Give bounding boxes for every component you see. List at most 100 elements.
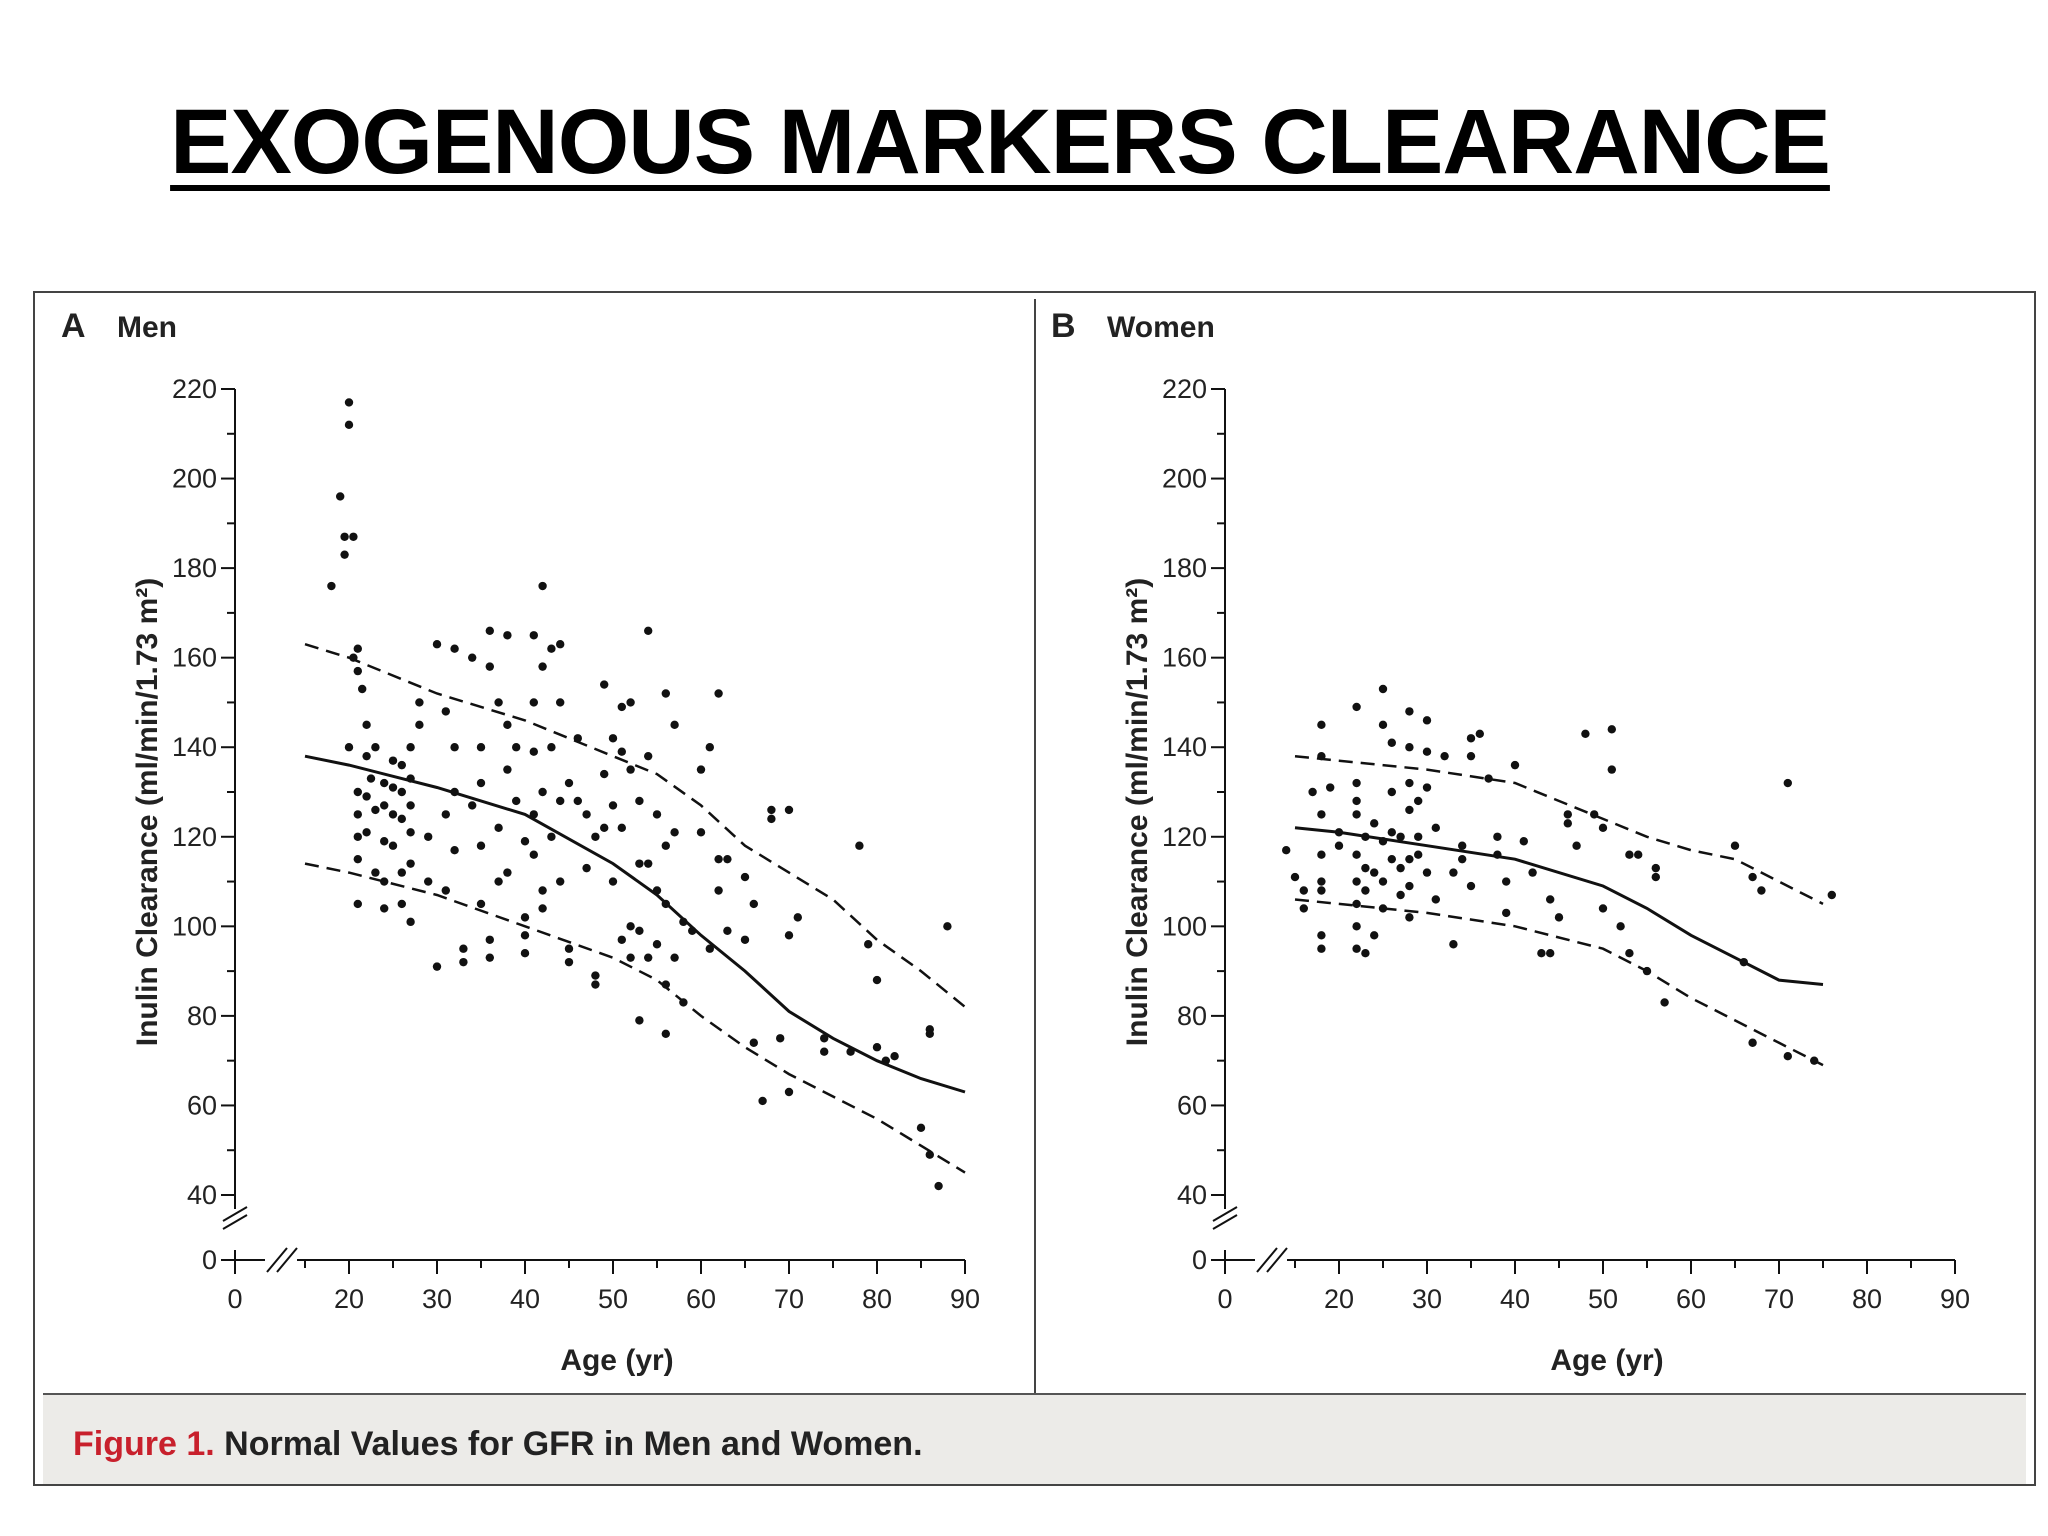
data-point bbox=[705, 944, 714, 953]
data-point bbox=[1352, 778, 1361, 788]
data-point bbox=[503, 765, 512, 774]
data-point bbox=[1317, 886, 1326, 895]
data-point bbox=[340, 550, 349, 559]
data-point bbox=[1405, 854, 1414, 864]
figure-frame: A Men 0 40 60 80 100 120 140 160 180 200 220 0 20 30 40 5… bbox=[33, 291, 2036, 1486]
y-tick-label: 60 bbox=[187, 1090, 217, 1120]
data-point bbox=[371, 868, 380, 877]
data-point bbox=[503, 720, 512, 730]
y-tick-label: 60 bbox=[1177, 1090, 1207, 1120]
data-point bbox=[1484, 774, 1493, 783]
data-point bbox=[1361, 949, 1370, 958]
data-point bbox=[1502, 908, 1511, 918]
data-point bbox=[1651, 863, 1660, 873]
data-point bbox=[353, 854, 362, 864]
data-point bbox=[591, 971, 600, 980]
x-tick-label: 90 bbox=[950, 1284, 980, 1314]
y-tick-label: 100 bbox=[1162, 911, 1207, 941]
y-tick-label: 100 bbox=[172, 911, 217, 941]
upper-line bbox=[1294, 754, 1824, 906]
y-tick-label: 200 bbox=[172, 464, 217, 494]
y-tick-label: 180 bbox=[172, 553, 217, 583]
data-point bbox=[820, 1047, 829, 1056]
data-point bbox=[749, 1038, 758, 1047]
x-axis-label: Age (yr) bbox=[560, 1344, 673, 1377]
data-point bbox=[740, 872, 750, 882]
data-point bbox=[556, 640, 565, 649]
data-point bbox=[547, 832, 556, 841]
y-tick-label: 220 bbox=[1162, 374, 1207, 404]
data-point bbox=[459, 957, 468, 967]
caption-band: Figure 1. Normal Values for GFR in Men a… bbox=[43, 1393, 2026, 1484]
upper-line bbox=[304, 643, 966, 1008]
data-point bbox=[1607, 765, 1616, 774]
data-point bbox=[380, 904, 389, 913]
y-tick-label: 140 bbox=[1162, 732, 1207, 762]
data-point bbox=[1378, 684, 1388, 694]
data-point bbox=[635, 796, 644, 806]
data-point bbox=[784, 1087, 794, 1097]
data-point bbox=[1352, 850, 1361, 859]
data-point bbox=[1607, 725, 1616, 734]
data-point bbox=[872, 1043, 882, 1052]
y-tick-label: 0 bbox=[1192, 1245, 1207, 1275]
data-point bbox=[538, 581, 547, 591]
y-tick-label: 40 bbox=[187, 1180, 217, 1210]
data-point bbox=[344, 420, 354, 430]
x-tick-label: 60 bbox=[1676, 1284, 1706, 1314]
data-point bbox=[353, 787, 362, 797]
data-point bbox=[1783, 1051, 1792, 1061]
slide-title: EXOGENOUS MARKERS CLEARANCE bbox=[0, 90, 2000, 195]
data-point bbox=[476, 841, 486, 850]
data-point bbox=[864, 940, 873, 949]
data-point bbox=[644, 953, 653, 962]
data-point bbox=[1405, 707, 1414, 716]
x-tick-label: 70 bbox=[1764, 1284, 1794, 1314]
data-point bbox=[1414, 832, 1423, 841]
data-point bbox=[397, 760, 406, 770]
data-point bbox=[520, 931, 530, 940]
data-point bbox=[1352, 796, 1361, 806]
data-point bbox=[670, 828, 679, 837]
data-point bbox=[943, 922, 952, 931]
x-tick-label: 0 bbox=[1217, 1284, 1232, 1314]
data-point bbox=[1598, 904, 1608, 913]
data-point bbox=[1616, 922, 1625, 931]
figure-caption: Figure 1. Normal Values for GFR in Men a… bbox=[73, 1425, 923, 1464]
data-point bbox=[380, 801, 389, 810]
y-axis-label: Inulin Clearance (ml/min/1.73 m²) bbox=[131, 578, 164, 1046]
figure-caption-label: Figure 1. bbox=[73, 1425, 215, 1463]
data-point bbox=[380, 837, 389, 846]
data-point bbox=[388, 783, 398, 792]
data-point bbox=[538, 886, 547, 895]
data-point bbox=[529, 747, 538, 756]
data-point bbox=[1422, 868, 1432, 877]
x-tick-label: 80 bbox=[1852, 1284, 1882, 1314]
data-point bbox=[468, 801, 477, 810]
data-point bbox=[450, 846, 459, 855]
panel-name: Women bbox=[1107, 311, 1215, 344]
data-point bbox=[512, 743, 521, 752]
data-point bbox=[793, 913, 802, 922]
data-point bbox=[776, 1034, 785, 1043]
data-point bbox=[353, 832, 362, 841]
data-point bbox=[626, 953, 635, 962]
data-point bbox=[1651, 872, 1660, 882]
data-point bbox=[696, 828, 706, 837]
y-tick-label: 120 bbox=[1162, 822, 1207, 852]
data-point bbox=[1396, 863, 1405, 873]
figure-caption-text: Normal Values for GFR in Men and Women. bbox=[224, 1425, 923, 1463]
data-point bbox=[600, 823, 609, 833]
data-point bbox=[529, 698, 538, 707]
data-point bbox=[441, 707, 450, 716]
data-point bbox=[740, 935, 750, 944]
data-point bbox=[344, 398, 354, 407]
data-point bbox=[784, 805, 794, 815]
data-point bbox=[380, 778, 389, 788]
data-point bbox=[1422, 716, 1432, 725]
data-point bbox=[1396, 832, 1405, 841]
data-point bbox=[494, 877, 503, 886]
data-point bbox=[1598, 823, 1608, 833]
data-point bbox=[661, 841, 670, 850]
data-point bbox=[1466, 734, 1476, 743]
